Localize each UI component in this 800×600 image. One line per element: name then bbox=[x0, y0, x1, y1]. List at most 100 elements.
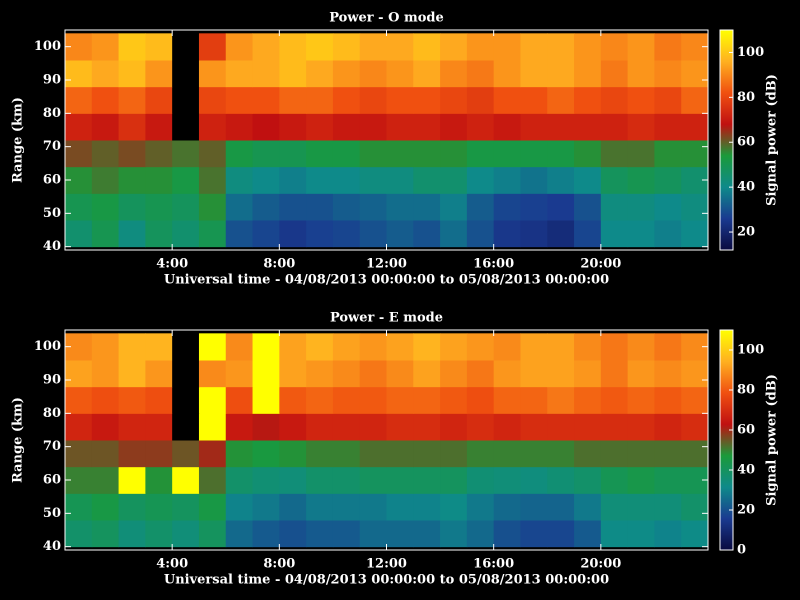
x-tick-label: 20:00 bbox=[580, 257, 621, 272]
heatmap-cell bbox=[198, 440, 227, 468]
heatmap-cell bbox=[198, 113, 227, 141]
heatmap-cell bbox=[627, 333, 655, 361]
heatmap-cell bbox=[493, 333, 521, 361]
colorbar-tick-label: 40 bbox=[737, 180, 755, 195]
heatmap-cell bbox=[198, 60, 227, 88]
heatmap-cell bbox=[225, 466, 254, 494]
heatmap-cell bbox=[681, 113, 709, 141]
heatmap-cell bbox=[279, 166, 307, 194]
heatmap-cell bbox=[600, 113, 629, 141]
heatmap-cell bbox=[359, 333, 387, 361]
heatmap-cell bbox=[359, 493, 387, 521]
heatmap-cell bbox=[681, 386, 709, 414]
heatmap-cell bbox=[386, 493, 414, 521]
heatmap-cell bbox=[172, 113, 200, 141]
heatmap-cell bbox=[198, 140, 227, 168]
heatmap-cell bbox=[279, 60, 307, 88]
heatmap-cell bbox=[386, 413, 414, 441]
heatmap-cell bbox=[306, 86, 334, 114]
heatmap-cell bbox=[493, 440, 521, 468]
y-axis-label: Range (km) bbox=[11, 397, 26, 483]
heatmap-cell bbox=[413, 386, 441, 414]
heatmap-cell bbox=[654, 493, 682, 521]
y-tick-label: 100 bbox=[34, 339, 61, 354]
colorbar-label: Signal power (dB) bbox=[765, 74, 780, 206]
heatmap-cell bbox=[65, 113, 93, 141]
heatmap-cell bbox=[386, 193, 414, 221]
heatmap-cell bbox=[198, 86, 227, 114]
heatmap-cell bbox=[493, 220, 521, 248]
heatmap-cell bbox=[118, 520, 146, 548]
heatmap-cell bbox=[386, 440, 414, 468]
heatmap-cell bbox=[440, 60, 468, 88]
colorbar-tick-label: 40 bbox=[737, 463, 755, 478]
heatmap-cell bbox=[91, 386, 120, 414]
heatmap-cell bbox=[386, 386, 414, 414]
heatmap-cell bbox=[332, 113, 361, 141]
heatmap-cell bbox=[172, 333, 200, 361]
heatmap-cell bbox=[493, 166, 521, 194]
heatmap-cell bbox=[574, 520, 602, 548]
heatmap-cell bbox=[279, 193, 307, 221]
heatmap-cell bbox=[332, 193, 361, 221]
heatmap-cell bbox=[279, 413, 307, 441]
heatmap-cell bbox=[440, 86, 468, 114]
heatmap-cell bbox=[466, 386, 495, 414]
heatmap-cell bbox=[440, 440, 468, 468]
heatmap-cell bbox=[172, 386, 200, 414]
heatmap-cell bbox=[520, 360, 548, 388]
heatmap-cell bbox=[654, 33, 682, 61]
heatmap-cell bbox=[172, 360, 200, 388]
heatmap-cell bbox=[198, 520, 227, 548]
heatmap-cell bbox=[413, 140, 441, 168]
heatmap-cell bbox=[225, 386, 254, 414]
heatmap-cell bbox=[306, 113, 334, 141]
y-tick-label: 90 bbox=[43, 73, 61, 88]
heatmap-cell bbox=[145, 493, 173, 521]
heatmap-cell bbox=[198, 360, 227, 388]
heatmap-cell bbox=[600, 86, 629, 114]
heatmap-cell bbox=[386, 220, 414, 248]
heatmap-cell bbox=[172, 166, 200, 194]
chart-title: Power - O mode bbox=[329, 11, 444, 26]
heatmap-cell bbox=[600, 466, 629, 494]
heatmap-cell bbox=[198, 466, 227, 494]
heatmap-cell bbox=[574, 466, 602, 494]
heatmap-cell bbox=[198, 166, 227, 194]
y-tick-label: 50 bbox=[43, 506, 61, 521]
heatmap-cell bbox=[332, 220, 361, 248]
heatmap-cell bbox=[681, 520, 709, 548]
heatmap-cell bbox=[520, 466, 548, 494]
colorbar-tick-label: 60 bbox=[737, 135, 755, 150]
heatmap-cell bbox=[172, 140, 200, 168]
heatmap-cell bbox=[172, 86, 200, 114]
x-tick-label: 16:00 bbox=[473, 257, 514, 272]
heatmap-cell bbox=[654, 386, 682, 414]
heatmap-cell bbox=[547, 140, 575, 168]
heatmap-cell bbox=[332, 86, 361, 114]
heatmap-cell bbox=[520, 140, 548, 168]
heatmap-cell bbox=[65, 360, 93, 388]
heatmap-cell bbox=[306, 466, 334, 494]
heatmap-cell bbox=[627, 520, 655, 548]
heatmap-cell bbox=[466, 33, 495, 61]
heatmap-cell bbox=[332, 333, 361, 361]
heatmap-cell bbox=[547, 360, 575, 388]
heatmap-cell bbox=[681, 360, 709, 388]
heatmap-cell bbox=[65, 193, 93, 221]
x-tick-label: 4:00 bbox=[156, 257, 188, 272]
heatmap-cell bbox=[91, 113, 120, 141]
heatmap-cell bbox=[547, 166, 575, 194]
heatmap-cell bbox=[574, 386, 602, 414]
heatmap-cell bbox=[306, 440, 334, 468]
heatmap-cell bbox=[627, 360, 655, 388]
heatmap-cell bbox=[118, 493, 146, 521]
heatmap-cell bbox=[600, 140, 629, 168]
heatmap-cell bbox=[654, 193, 682, 221]
heatmap-cell bbox=[91, 440, 120, 468]
heatmap-cell bbox=[600, 360, 629, 388]
heatmap-cell bbox=[654, 113, 682, 141]
heatmap-cell bbox=[440, 113, 468, 141]
heatmap-cell bbox=[145, 333, 173, 361]
heatmap-cell bbox=[145, 113, 173, 141]
